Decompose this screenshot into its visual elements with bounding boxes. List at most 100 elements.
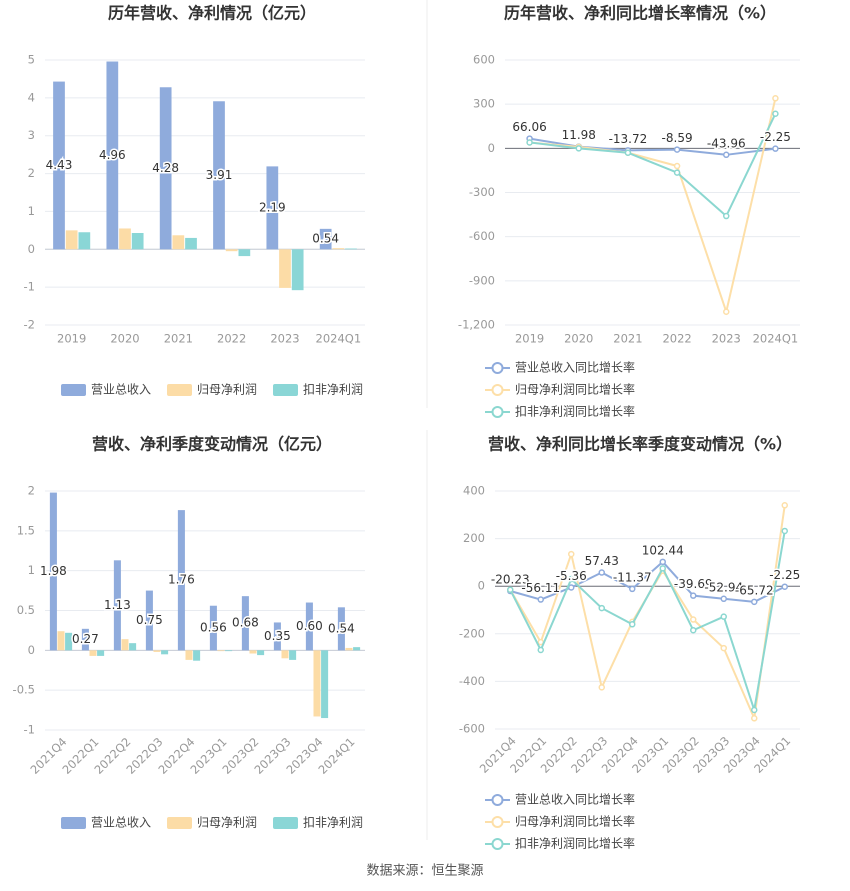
bar bbox=[337, 607, 345, 651]
data-label: 4.28 bbox=[152, 161, 179, 175]
data-label: 57.43 bbox=[585, 554, 619, 568]
data-label: -5.36 bbox=[556, 569, 587, 583]
data-label: -20.23 bbox=[491, 573, 530, 587]
data-label: 2.19 bbox=[259, 200, 286, 214]
y-tick-label: -1,200 bbox=[458, 318, 495, 332]
y-tick-label: 0.5 bbox=[17, 603, 35, 617]
y-tick-label: 0 bbox=[28, 242, 35, 256]
data-label: 66.06 bbox=[512, 120, 546, 134]
point bbox=[537, 596, 544, 603]
bar bbox=[345, 647, 353, 651]
y-tick-label: -2 bbox=[24, 318, 35, 332]
bar bbox=[257, 650, 265, 656]
bar bbox=[113, 560, 121, 651]
point bbox=[624, 149, 632, 156]
line bbox=[529, 98, 777, 316]
bar bbox=[172, 235, 185, 250]
bar bbox=[241, 596, 249, 651]
bar bbox=[289, 650, 297, 660]
bar bbox=[153, 650, 161, 652]
x-tick-label: 2021 bbox=[613, 332, 642, 346]
point bbox=[673, 146, 681, 153]
bar bbox=[332, 248, 345, 250]
data-label: -2.25 bbox=[769, 568, 800, 582]
x-tick-label: 2023 bbox=[712, 332, 741, 346]
legend-label: 归母净利润 bbox=[197, 816, 257, 830]
point bbox=[751, 706, 758, 714]
bar bbox=[161, 650, 169, 655]
bar bbox=[65, 632, 73, 651]
data-label: 0.68 bbox=[232, 616, 259, 630]
bar bbox=[345, 248, 357, 250]
data-label: 102.44 bbox=[642, 543, 684, 557]
point bbox=[598, 684, 605, 691]
point bbox=[720, 644, 727, 652]
point bbox=[751, 715, 758, 722]
bar bbox=[193, 650, 201, 661]
bar bbox=[97, 650, 105, 656]
legend-label: 扣非净利润 bbox=[303, 383, 363, 397]
data-label: 4.43 bbox=[46, 158, 73, 172]
bar bbox=[78, 232, 91, 250]
data-label: -2.25 bbox=[760, 130, 791, 144]
chart-title: 历年营收、净利同比增长率情况（%） bbox=[504, 4, 776, 23]
y-tick-label: 600 bbox=[473, 53, 495, 67]
point bbox=[720, 595, 727, 603]
data-label: 1.13 bbox=[104, 598, 131, 612]
y-tick-label: 1.5 bbox=[17, 523, 35, 537]
x-tick-label: 2020 bbox=[564, 332, 593, 346]
point bbox=[690, 626, 697, 634]
point bbox=[659, 565, 666, 572]
point bbox=[629, 585, 636, 593]
line bbox=[529, 113, 777, 218]
data-label: 11.98 bbox=[562, 128, 596, 142]
legend-label: 扣非净利润同比增长率 bbox=[515, 836, 635, 851]
point bbox=[673, 169, 681, 176]
legend-swatch bbox=[61, 384, 86, 396]
y-tick-label: 1 bbox=[28, 563, 35, 577]
y-tick-label: 4 bbox=[28, 90, 35, 104]
y-tick-label: -0.5 bbox=[13, 683, 35, 697]
line bbox=[509, 560, 786, 603]
legend-swatch bbox=[273, 384, 298, 396]
legend-label: 归母净利润 bbox=[197, 383, 257, 397]
point bbox=[723, 308, 730, 315]
point bbox=[575, 145, 582, 152]
y-tick-label: -200 bbox=[459, 626, 485, 640]
point bbox=[723, 151, 730, 159]
line bbox=[509, 505, 786, 722]
y-tick-label: 400 bbox=[463, 484, 485, 498]
bar bbox=[81, 628, 89, 651]
bar bbox=[291, 249, 304, 291]
bar bbox=[273, 622, 281, 651]
y-tick-label: -1 bbox=[24, 723, 35, 737]
bar bbox=[225, 249, 238, 252]
data-label: 0.75 bbox=[136, 613, 163, 627]
x-tick-label: 2021 bbox=[164, 332, 193, 346]
bar bbox=[185, 650, 193, 660]
bar bbox=[319, 228, 332, 250]
bar bbox=[209, 605, 217, 651]
data-label: -39.69 bbox=[674, 577, 713, 591]
point bbox=[751, 598, 758, 606]
data-label: 3.91 bbox=[206, 168, 233, 182]
bar bbox=[305, 602, 313, 651]
legend-label: 扣非净利润 bbox=[303, 816, 363, 830]
legend-swatch bbox=[491, 794, 504, 806]
point bbox=[772, 95, 779, 102]
bar bbox=[49, 492, 57, 651]
bar bbox=[159, 87, 172, 250]
point bbox=[659, 558, 666, 566]
data-label: 0.35 bbox=[264, 629, 291, 643]
y-tick-label: 0 bbox=[488, 141, 495, 155]
legend-label: 营业总收入 bbox=[91, 816, 151, 830]
data-label: -43.96 bbox=[707, 136, 746, 150]
legend-swatch bbox=[491, 406, 504, 418]
legend-swatch bbox=[491, 362, 504, 374]
data-label: 0.56 bbox=[200, 621, 227, 635]
bar bbox=[119, 228, 131, 250]
x-tick-label: 2019 bbox=[515, 332, 544, 346]
legend-label: 扣非净利润同比增长率 bbox=[515, 404, 635, 419]
data-label: 0.27 bbox=[72, 632, 99, 646]
point bbox=[568, 584, 575, 591]
